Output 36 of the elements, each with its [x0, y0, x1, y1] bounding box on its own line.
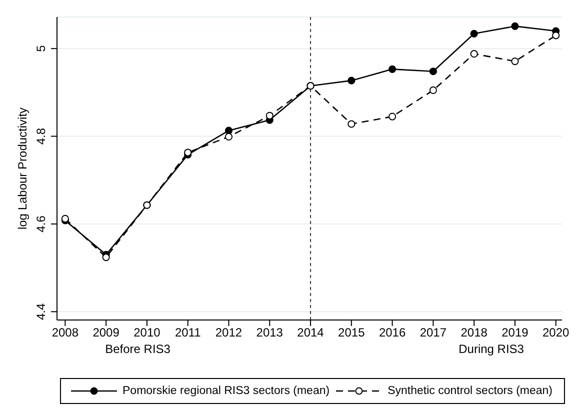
- point: [348, 76, 356, 84]
- x-tick-label: 2010: [134, 326, 161, 340]
- point: [224, 126, 233, 134]
- point: [266, 112, 274, 120]
- x-tick-label: 2018: [460, 326, 488, 340]
- point: [388, 65, 396, 73]
- point: [348, 120, 356, 128]
- x-tick-label: 2011: [174, 326, 202, 340]
- text: During RIS3: [458, 342, 524, 356]
- point: [224, 132, 233, 141]
- y-tick-label: 4.6: [34, 215, 48, 232]
- legend-label: Synthetic control sectors (mean): [388, 385, 552, 397]
- point: [470, 50, 478, 58]
- point: [429, 68, 437, 76]
- point: [552, 32, 560, 40]
- x-tick-label: 2013: [256, 326, 284, 340]
- y-axis-title: log Labour Productivity: [15, 107, 30, 230]
- x-tick-label: 2020: [542, 326, 570, 340]
- point: [388, 112, 396, 120]
- text: Before RIS3: [105, 342, 170, 356]
- x-tick-label: 2016: [378, 326, 406, 340]
- x-tick-label: 2017: [420, 326, 447, 340]
- x-tick-label: 2009: [92, 326, 120, 340]
- x-tick-label: 2019: [502, 326, 529, 340]
- y-tick-label: 4.4: [34, 303, 48, 320]
- point: [511, 22, 519, 30]
- y-tick-label: 4.8: [34, 128, 48, 145]
- y-tick-label: 5: [34, 44, 48, 52]
- point: [511, 57, 519, 66]
- legend-label: Pomorskie regional RIS3 sectors (mean): [122, 385, 330, 397]
- point: [470, 30, 478, 38]
- point: [429, 86, 437, 94]
- x-tick-label: 2008: [52, 326, 79, 340]
- x-tick-label: 2012: [215, 326, 242, 340]
- x-tick-label: 2014: [297, 326, 324, 340]
- x-tick-label: 2015: [338, 326, 366, 340]
